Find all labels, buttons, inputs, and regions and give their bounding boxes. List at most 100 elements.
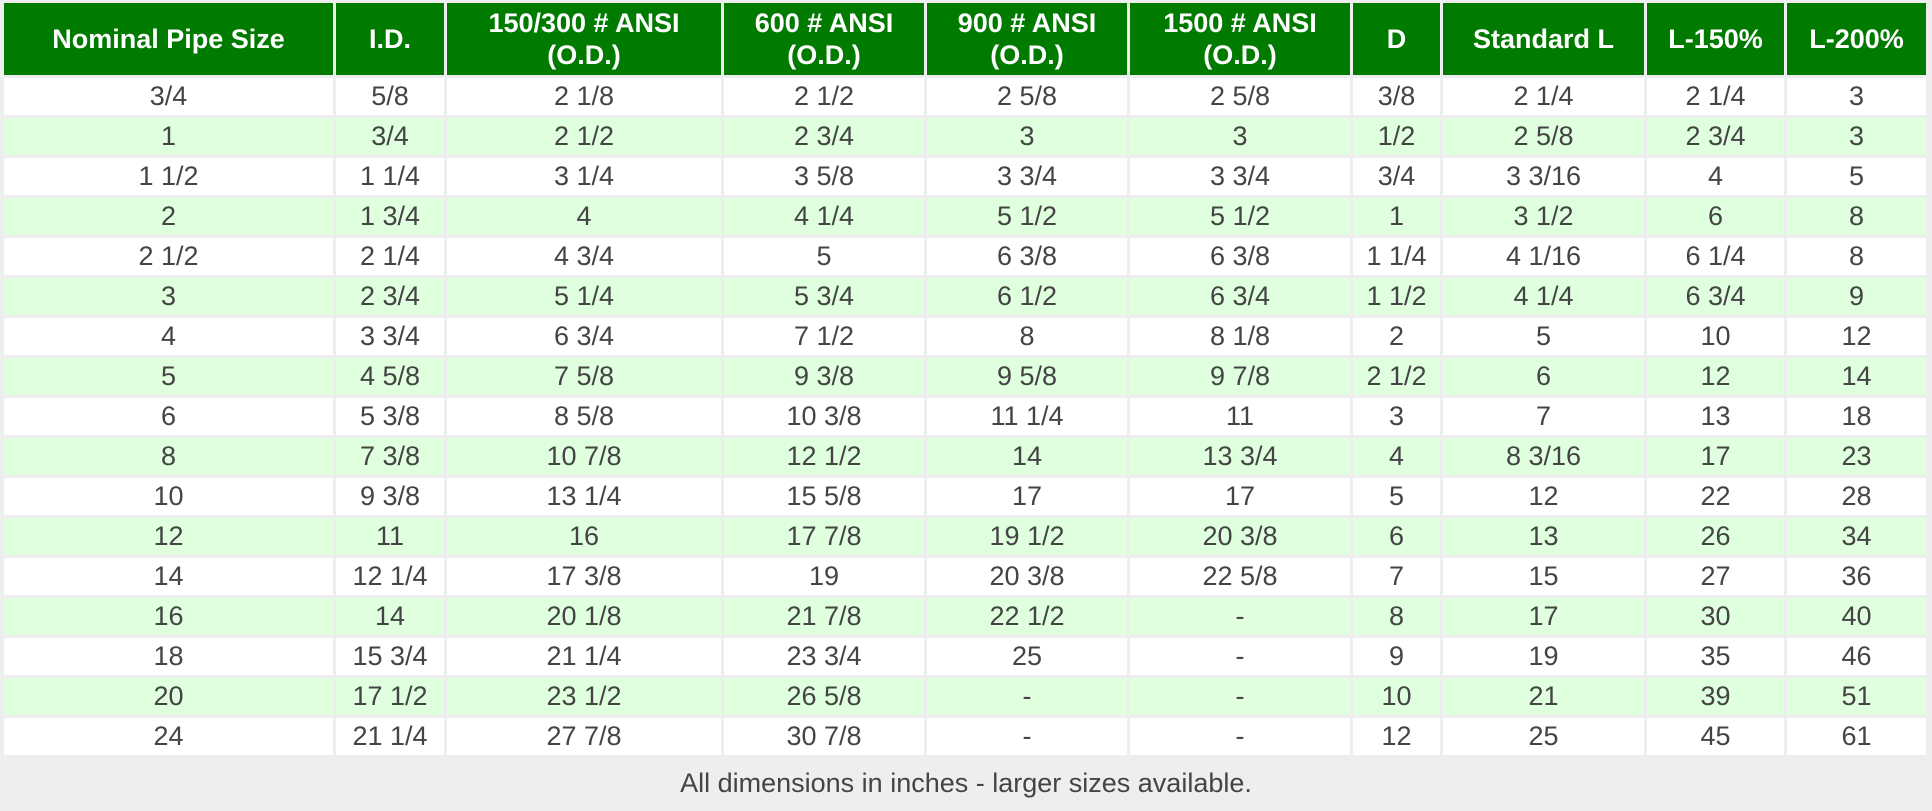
table-cell: 3 3/4 [927, 158, 1127, 195]
table-cell: 2 3/4 [724, 118, 924, 155]
table-cell: 2 3/4 [336, 278, 444, 315]
table-cell: 12 [1353, 718, 1440, 755]
table-row: 1 1/2 1 1/4 3 1/4 3 5/8 3 3/4 3 3/4 3/4 3 3/16 4… [4, 158, 1926, 195]
table-row: 14 12 1/4 17 3/8 19 20 3/8 22 5/8 7 15 27 36 [4, 558, 1926, 595]
table-body: 3/4 5/8 2 1/8 2 1/2 2 5/8 2 5/8 3/8 2 1/4 2 1/4 3… [4, 78, 1926, 755]
table-cell: 14 [336, 598, 444, 635]
table-cell: 2 1/4 [1443, 78, 1644, 115]
table-cell: 17 [1130, 478, 1350, 515]
table-cell: 9 7/8 [1130, 358, 1350, 395]
table-cell: 2 1/2 [724, 78, 924, 115]
table-cell: 3 [1787, 118, 1926, 155]
table-cell: 19 1/2 [927, 518, 1127, 555]
table-cell: 27 7/8 [447, 718, 721, 755]
table-cell: 7 1/2 [724, 318, 924, 355]
table-cell: 26 5/8 [724, 678, 924, 715]
table-cell: - [927, 718, 1127, 755]
table-cell: 36 [1787, 558, 1926, 595]
table-cell: 21 1/4 [447, 638, 721, 675]
column-header: 600 # ANSI (O.D.) [724, 3, 924, 75]
table-cell: 8 1/8 [1130, 318, 1350, 355]
table-cell: 4 3/4 [447, 238, 721, 275]
column-header: L-150% [1647, 3, 1784, 75]
table-cell: 20 3/8 [1130, 518, 1350, 555]
table-cell: 6 1/4 [1647, 238, 1784, 275]
table-cell: 12 [1443, 478, 1644, 515]
table-cell: 6 [1647, 198, 1784, 235]
table-row: 3/4 5/8 2 1/8 2 1/2 2 5/8 2 5/8 3/8 2 1/4 2 1/4 3 [4, 78, 1926, 115]
table-cell: 20 1/8 [447, 598, 721, 635]
table-cell: 27 [1647, 558, 1784, 595]
table-cell: 3/4 [4, 78, 333, 115]
column-header: D [1353, 3, 1440, 75]
table-cell: 40 [1787, 598, 1926, 635]
table-cell: 3 [1130, 118, 1350, 155]
table-cell: 6 1/2 [927, 278, 1127, 315]
table-cell: 14 [1787, 358, 1926, 395]
table-cell: 4 [1647, 158, 1784, 195]
table-cell: 11 [336, 518, 444, 555]
table-cell: - [1130, 718, 1350, 755]
table-cell: 28 [1787, 478, 1926, 515]
table-cell: 21 1/4 [336, 718, 444, 755]
table-cell: 12 [1647, 358, 1784, 395]
table-cell: 8 3/16 [1443, 438, 1644, 475]
table-cell: 20 [4, 678, 333, 715]
table-cell: 26 [1647, 518, 1784, 555]
table-cell: 4 1/4 [724, 198, 924, 235]
table-cell: 2 5/8 [1130, 78, 1350, 115]
table-cell: 2 5/8 [927, 78, 1127, 115]
table-cell: 5 [1353, 478, 1440, 515]
table-cell: 10 [1353, 678, 1440, 715]
table-cell: 9 [1353, 638, 1440, 675]
table-cell: 5 [1443, 318, 1644, 355]
table-cell: 8 [4, 438, 333, 475]
table-cell: 7 3/8 [336, 438, 444, 475]
table-cell: 15 5/8 [724, 478, 924, 515]
column-header: L-200% [1787, 3, 1926, 75]
table-cell: 10 7/8 [447, 438, 721, 475]
table-cell: 1 1/4 [336, 158, 444, 195]
table-cell: 5 3/8 [336, 398, 444, 435]
table-cell: 8 5/8 [447, 398, 721, 435]
table-cell: 3 3/4 [336, 318, 444, 355]
table-cell: 4 1/16 [1443, 238, 1644, 275]
table-cell: 23 3/4 [724, 638, 924, 675]
table-cell: 3 [927, 118, 1127, 155]
table-cell: 2 1/8 [447, 78, 721, 115]
table-cell: 3 [1787, 78, 1926, 115]
table-row: 12 11 16 17 7/8 19 1/2 20 3/8 6 13 26 34 [4, 518, 1926, 555]
table-cell: 9 5/8 [927, 358, 1127, 395]
table-cell: 2 [1353, 318, 1440, 355]
table-cell: 7 [1443, 398, 1644, 435]
table-cell: 13 3/4 [1130, 438, 1350, 475]
table-cell: 17 7/8 [724, 518, 924, 555]
table-cell: 1 1/2 [4, 158, 333, 195]
table-cell: 34 [1787, 518, 1926, 555]
table-cell: 39 [1647, 678, 1784, 715]
table-cell: 4 1/4 [1443, 278, 1644, 315]
table-cell: 16 [447, 518, 721, 555]
table-cell: 13 [1443, 518, 1644, 555]
table-cell: 12 1/2 [724, 438, 924, 475]
table-cell: 9 3/8 [724, 358, 924, 395]
table-cell: 8 [1787, 238, 1926, 275]
table-cell: 9 [1787, 278, 1926, 315]
table-cell: 3 1/4 [447, 158, 721, 195]
table-cell: 6 3/4 [1647, 278, 1784, 315]
table-cell: 25 [927, 638, 1127, 675]
table-cell: 2 1/4 [1647, 78, 1784, 115]
table-cell: 1/2 [1353, 118, 1440, 155]
table-cell: 2 [4, 198, 333, 235]
table-cell: 22 5/8 [1130, 558, 1350, 595]
table-cell: 17 3/8 [447, 558, 721, 595]
table-cell: 30 7/8 [724, 718, 924, 755]
table-cell: 18 [4, 638, 333, 675]
table-cell: 8 [927, 318, 1127, 355]
table-cell: 13 [1647, 398, 1784, 435]
table-cell: 10 3/8 [724, 398, 924, 435]
table-cell: 10 [4, 478, 333, 515]
